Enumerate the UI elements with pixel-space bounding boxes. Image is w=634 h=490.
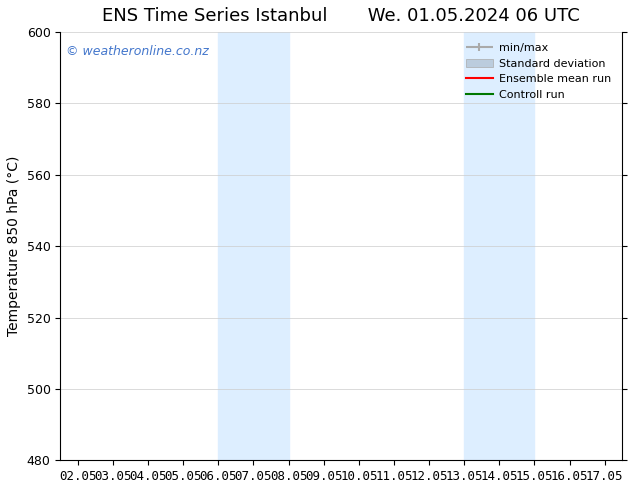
Y-axis label: Temperature 850 hPa (°C): Temperature 850 hPa (°C) (7, 156, 21, 336)
Text: © weatheronline.co.nz: © weatheronline.co.nz (66, 45, 209, 58)
Title: ENS Time Series Istanbul       We. 01.05.2024 06 UTC: ENS Time Series Istanbul We. 01.05.2024 … (102, 7, 580, 25)
Bar (464, 32, 534, 460)
Bar (218, 32, 288, 460)
Legend: min/max, Standard deviation, Ensemble mean run, Controll run: min/max, Standard deviation, Ensemble me… (460, 38, 617, 105)
